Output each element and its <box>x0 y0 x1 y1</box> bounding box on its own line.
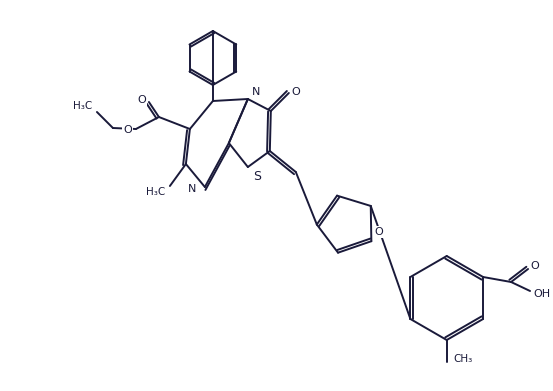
Text: H₃C: H₃C <box>147 187 165 197</box>
Text: N: N <box>187 184 196 194</box>
Text: N: N <box>252 87 260 97</box>
Text: O: O <box>374 227 383 237</box>
Text: O: O <box>123 125 132 135</box>
Text: CH₃: CH₃ <box>453 354 472 364</box>
Text: H₃C: H₃C <box>74 101 92 111</box>
Text: O: O <box>138 95 147 105</box>
Text: OH: OH <box>534 289 551 299</box>
Text: O: O <box>291 87 300 97</box>
Text: O: O <box>531 261 539 271</box>
Text: S: S <box>253 170 261 183</box>
